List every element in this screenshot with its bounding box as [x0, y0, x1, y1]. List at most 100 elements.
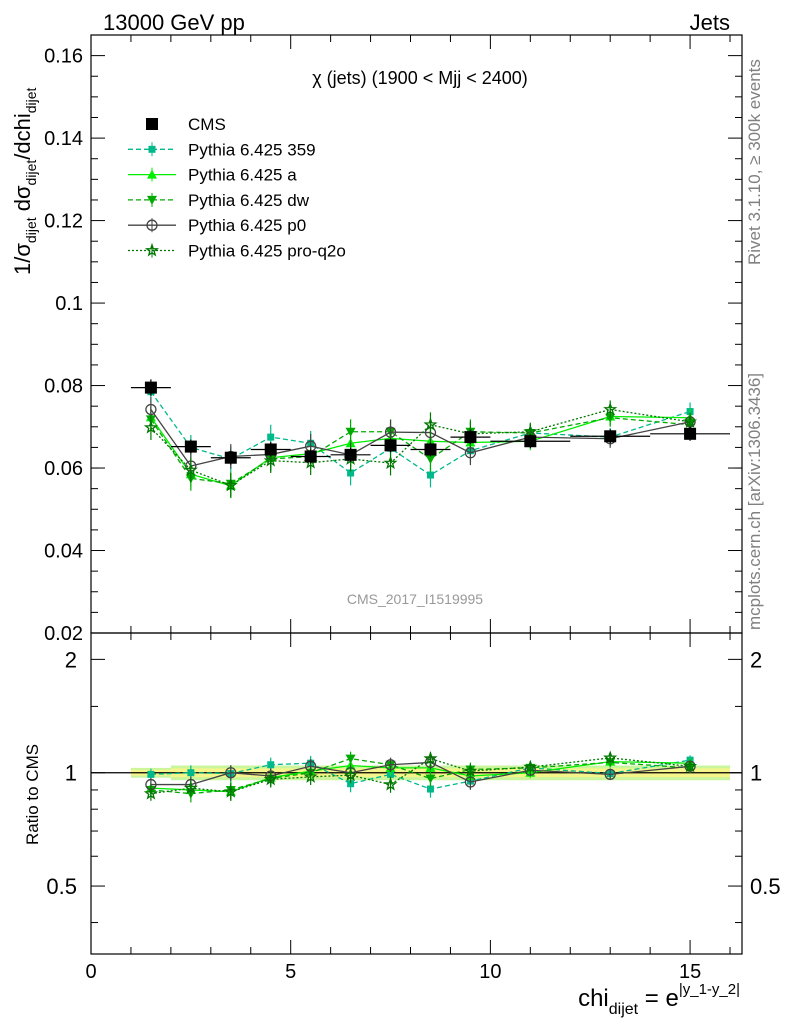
data-point: [426, 471, 434, 479]
data-point: [384, 439, 397, 452]
legend-label: Pythia 6.425 a: [188, 166, 297, 185]
ratio-data-point: [523, 759, 538, 774]
legend-label: Pythia 6.425 359: [188, 140, 316, 159]
data-point: [424, 443, 437, 456]
series-line: [150, 408, 691, 487]
y-tick-label: 0.12: [44, 211, 83, 233]
header-process: Jets: [690, 10, 730, 35]
data-point: [464, 447, 477, 459]
rivet-label: Rivet 3.1.10, ≥ 300k events: [745, 59, 764, 265]
x-tick-label: 5: [285, 961, 296, 983]
ratio-data-point: [183, 780, 198, 795]
legend-label: Pythia 6.425 p0: [188, 216, 306, 235]
ratio-data-point: [343, 767, 358, 782]
legend-entry: Pythia 6.425 dw: [128, 191, 310, 210]
ratio-y-tick-label: 0.5: [46, 874, 77, 899]
ratio-data-point: [267, 761, 275, 769]
ratio-data-point: [603, 750, 618, 764]
legend-marker: [144, 243, 160, 257]
analysis-watermark: CMS_2017_I1519995: [347, 591, 483, 607]
ratio-data-point: [426, 785, 434, 793]
legend-entry: Pythia 6.425 p0: [128, 216, 306, 235]
x-tick-label: 15: [679, 961, 701, 983]
ratio-data-point: [225, 767, 237, 779]
series-line: [150, 417, 691, 485]
data-point: [423, 417, 438, 431]
data-point: [184, 440, 197, 453]
data-point: [304, 450, 317, 463]
data-point: [384, 426, 397, 438]
data-point: [347, 469, 355, 477]
y-tick-label: 0.02: [44, 623, 83, 645]
ratio-data-point: [604, 768, 616, 781]
ratio-data-point: [147, 770, 155, 778]
series-pythia-6-425-359: [147, 380, 694, 798]
data-point: [264, 443, 277, 456]
axes-group: 0.02 0.04 0.06 0.08 0.1 0.12 0.14 0.16 0 5 10 15 0.5…: [44, 35, 781, 983]
ratio-series-line: [150, 759, 691, 790]
ratio-y-tick-label: 2: [65, 647, 77, 672]
y-tick-label: 0.1: [55, 293, 83, 315]
legend-marker: [147, 169, 157, 179]
ratio-y-tick-label: 1: [65, 761, 77, 786]
data-point: [464, 431, 477, 444]
legend-marker: [148, 145, 156, 153]
ratio-y-tick-label-right: 2: [750, 647, 762, 672]
x-tick-label: 10: [479, 961, 501, 983]
data-point: [183, 462, 198, 477]
series-group: [130, 379, 731, 803]
legend-entry: CMS: [146, 115, 226, 134]
ratio-data-point: [425, 774, 436, 784]
series-pythia-6-425-pro-q2o: [143, 400, 698, 801]
legend-label: Pythia 6.425 pro-q2o: [188, 242, 346, 261]
ratio-data-point: [383, 777, 398, 791]
ratio-data-point: [303, 769, 318, 783]
ratio-series-line: [150, 761, 691, 786]
legend: CMS Pythia 6.425 359 Pythia 6.425 a Pythia …: [128, 115, 346, 261]
data-point: [345, 427, 356, 437]
plot-title: χ (jets) (1900 < Mjj < 2400): [312, 68, 528, 88]
data-point: [604, 430, 617, 443]
data-point: [267, 433, 275, 441]
ratio-data-point: [345, 754, 356, 764]
data-point: [684, 427, 697, 440]
ratio-data-point: [423, 751, 438, 765]
data-point: [425, 454, 436, 464]
ratio-data-point: [463, 763, 478, 778]
y-tick-label: 0.08: [44, 376, 83, 398]
header-energy: 13000 GeV pp: [103, 10, 245, 35]
ratio-y-axis-label: Ratio to CMS: [23, 744, 42, 845]
legend-marker: [147, 195, 157, 205]
x-tick-label: 0: [85, 961, 96, 983]
data-point: [383, 455, 398, 470]
data-point: [263, 453, 278, 467]
y-tick-label: 0.04: [44, 541, 83, 563]
legend-label: CMS: [188, 115, 226, 134]
ratio-y-tick-label-right: 0.5: [750, 874, 781, 899]
legend-entry: Pythia 6.425 359: [128, 140, 316, 159]
data-point: [603, 402, 618, 416]
legend-entry: Pythia 6.425 a: [128, 166, 297, 185]
data-point: [144, 381, 157, 394]
ratio-data-point: [683, 758, 698, 773]
y-tick-label: 0.16: [44, 46, 83, 68]
legend-marker: [146, 118, 158, 130]
data-point: [224, 451, 237, 464]
ratio-plot-frame: [90, 632, 743, 955]
y-tick-label: 0.14: [44, 128, 83, 150]
ratio-data-point: [347, 780, 355, 788]
y-tick-label: 0.06: [44, 458, 83, 480]
ratio-series-line: [150, 757, 691, 795]
legend-marker: [146, 219, 158, 231]
data-point: [683, 414, 698, 428]
ratio-data-point: [187, 769, 195, 777]
y-axis-label: 1/σdijet dσdijet/dchidijet: [10, 87, 39, 275]
data-point: [524, 435, 537, 448]
mcplots-label: mcplots.cern.ch [arXiv:1306.3436]: [745, 373, 764, 630]
ratio-data-point: [384, 759, 397, 771]
data-point: [344, 448, 357, 461]
ratio-y-tick-label-right: 1: [750, 761, 762, 786]
x-axis-label: chidijet = e|y_1-y_2|: [578, 981, 740, 1018]
legend-entry: Pythia 6.425 pro-q2o: [128, 242, 346, 261]
